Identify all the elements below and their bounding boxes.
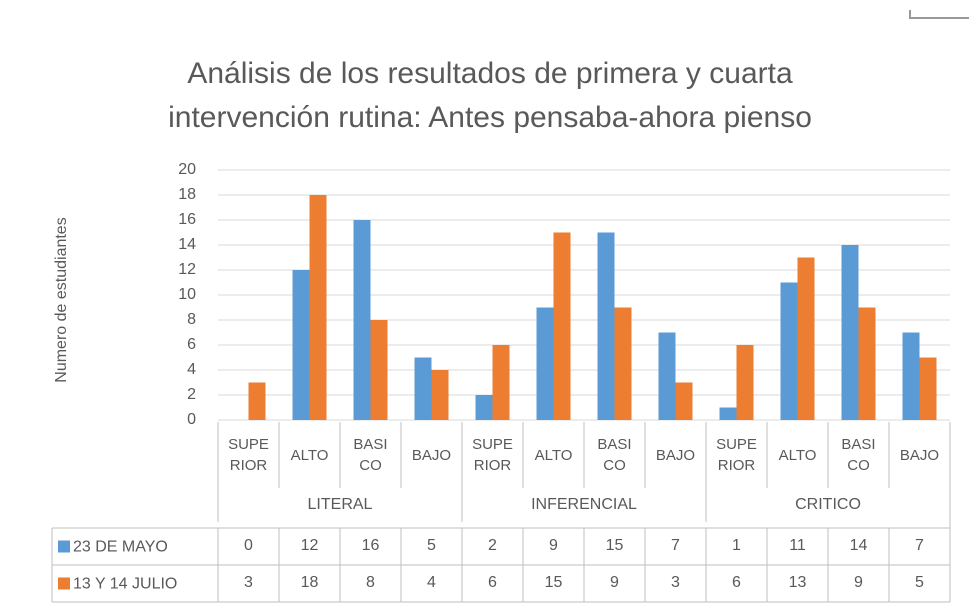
table-value: 3	[671, 574, 680, 591]
bar	[492, 345, 510, 420]
table-value: 4	[427, 574, 436, 591]
table-value: 7	[671, 537, 680, 554]
y-tick-label: 14	[178, 236, 196, 253]
table-value: 15	[544, 574, 563, 591]
bar	[841, 245, 859, 420]
y-axis-label: Numero de estudiantes	[53, 217, 70, 382]
table-value: 15	[605, 537, 624, 554]
bar	[353, 220, 371, 420]
table-value: 0	[244, 537, 253, 554]
y-tick-label: 16	[178, 211, 196, 228]
table-value: 11	[789, 537, 806, 554]
legend-swatch	[58, 540, 70, 553]
x-tick-label: ALTO	[534, 446, 573, 464]
bar	[858, 307, 876, 420]
table-value: 3	[244, 574, 253, 591]
table-value: 9	[854, 574, 863, 591]
table-value: 6	[732, 574, 741, 591]
bar	[919, 357, 937, 420]
bar	[597, 232, 615, 420]
y-tick-label: 10	[178, 286, 196, 303]
legend-swatch	[58, 577, 70, 590]
bar	[614, 307, 632, 420]
bar	[902, 332, 920, 420]
y-tick-label: 0	[187, 411, 196, 428]
x-tick-label: SUPERIOR	[228, 436, 269, 474]
legend-label: 13 Y 14 JULIO	[73, 576, 177, 593]
y-tick-label: 12	[178, 261, 196, 278]
bar	[719, 407, 737, 420]
bar	[370, 320, 388, 420]
table-value: 13	[788, 574, 807, 591]
y-tick-label: 2	[187, 386, 196, 403]
x-tick-label: ALTO	[290, 446, 329, 464]
y-tick-label: 20	[178, 161, 196, 178]
x-tick-label: BASICO	[841, 436, 876, 474]
x-tick-label: BASICO	[353, 436, 388, 474]
x-tick-label: BAJO	[899, 446, 940, 464]
y-tick-label: 8	[187, 311, 196, 328]
table-value: 1	[732, 537, 741, 554]
y-tick-label: 4	[187, 361, 196, 378]
bar	[780, 282, 798, 420]
table-value: 5	[427, 537, 436, 554]
table-value: 16	[361, 537, 380, 554]
table-value: 18	[300, 574, 319, 591]
y-tick-label: 18	[178, 186, 196, 203]
group-label: CRITICO	[795, 496, 861, 513]
bar	[658, 332, 676, 420]
bar	[292, 270, 310, 420]
table-value: 14	[849, 537, 868, 554]
bar	[797, 257, 815, 420]
bar	[414, 357, 432, 420]
x-tick-label: BAJO	[411, 446, 452, 464]
table-value: 7	[915, 537, 924, 554]
group-label: LITERAL	[307, 496, 373, 513]
table-value: 5	[915, 574, 924, 591]
bar	[309, 195, 327, 420]
legend-label: 23 DE MAYO	[73, 539, 168, 556]
bar	[536, 307, 554, 420]
x-tick-label: BAJO	[655, 446, 696, 464]
table-value: 9	[610, 574, 619, 591]
x-tick-label: SUPERIOR	[472, 436, 513, 474]
x-tick-label: BASICO	[597, 436, 632, 474]
bar	[675, 382, 693, 420]
bar	[431, 370, 449, 420]
y-tick-label: 6	[187, 336, 196, 353]
table-value: 9	[549, 537, 558, 554]
bar	[248, 382, 266, 420]
x-tick-label: ALTO	[778, 446, 817, 464]
bar	[736, 345, 754, 420]
table-value: 2	[488, 537, 497, 554]
x-tick-label: SUPERIOR	[716, 436, 757, 474]
table-value: 12	[300, 537, 319, 554]
bar	[553, 232, 571, 420]
bar	[475, 395, 493, 420]
corner-decoration	[909, 10, 969, 19]
table-value: 6	[488, 574, 497, 591]
chart-title: Análisis de los resultados de primera y …	[168, 57, 812, 134]
table-value: 8	[366, 574, 375, 591]
group-label: INFERENCIAL	[531, 496, 637, 513]
